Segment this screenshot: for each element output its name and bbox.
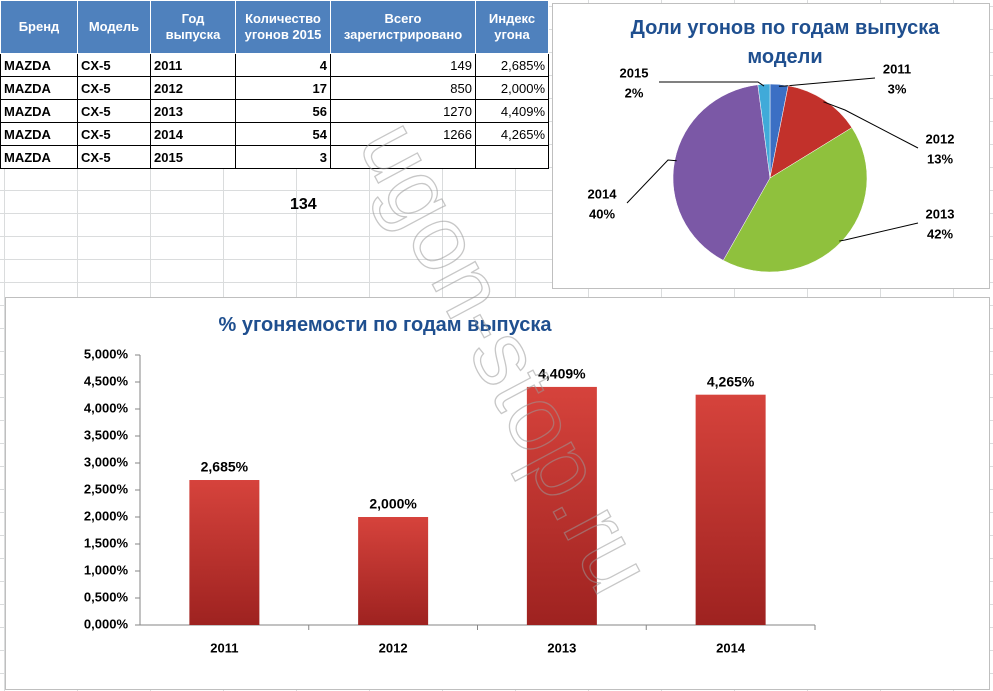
x-tick-label: 2011 — [210, 640, 238, 655]
table-cell: 149 — [330, 53, 476, 77]
slice-label: 42% — [927, 226, 953, 241]
table-cell: MAZDA — [0, 76, 78, 100]
y-tick-label: 0,000% — [84, 616, 129, 631]
y-tick-label: 2,000% — [84, 508, 129, 523]
table-row: MAZDA CX-5 2013 56 1270 4,409% — [0, 99, 549, 123]
slice-category: 2013 — [926, 206, 955, 221]
leader-line — [778, 77, 876, 87]
y-tick-label: 0,500% — [84, 589, 129, 604]
table-cell: MAZDA — [0, 99, 78, 123]
bar-label: 4,265% — [707, 373, 755, 389]
bar-title: % угоняемости по годам выпуска — [218, 314, 552, 336]
leader-line — [659, 81, 765, 87]
table-cell: 3 — [235, 145, 331, 169]
slice-label: 40% — [589, 206, 615, 221]
y-tick-label: 3,500% — [84, 427, 129, 442]
table-cell: 2012 — [150, 76, 236, 100]
header-cell: Бренд — [0, 0, 78, 54]
slice-category: 2011 — [883, 61, 911, 76]
data-table: Бренд Модель Год выпуска Количество угонов … — [0, 0, 549, 169]
bar — [526, 386, 597, 625]
bar-label: 2,685% — [201, 459, 249, 475]
header-cell: Количество угонов 2015 — [235, 0, 331, 54]
table-cell: 2,685% — [475, 53, 549, 77]
x-tick-label: 2013 — [547, 640, 576, 655]
bar — [358, 517, 429, 625]
y-tick-label: 2,500% — [84, 481, 129, 496]
table-cell: CX-5 — [77, 76, 151, 100]
slice-category: 2014 — [588, 186, 618, 201]
y-tick-label: 4,500% — [84, 373, 129, 388]
leader-line — [823, 101, 919, 149]
leader-line — [839, 222, 919, 242]
header-cell: Всего зарегистрировано — [330, 0, 476, 54]
y-tick-label: 1,500% — [84, 535, 129, 550]
slice-label: 13% — [927, 151, 953, 166]
table-cell: MAZDA — [0, 145, 78, 169]
table-row: MAZDA CX-5 2011 4 149 2,685% — [0, 53, 549, 77]
table-cell — [475, 145, 549, 169]
pie-slice — [769, 85, 853, 179]
header-cell: Индекс угона — [475, 0, 549, 54]
table-cell — [330, 145, 476, 169]
slice-category: 2012 — [926, 131, 955, 146]
table-cell: CX-5 — [77, 122, 151, 146]
bar — [189, 480, 260, 625]
header-row: Бренд Модель Год выпуска Количество угонов … — [0, 0, 549, 54]
pie-title: Доли угонов по годам выпуска модели — [630, 17, 940, 68]
header-cell: Модель — [77, 0, 151, 54]
table-row: MAZDA CX-5 2014 54 1266 4,265% — [0, 122, 549, 146]
table-cell: 2011 — [150, 53, 236, 77]
y-tick-label: 5,000% — [84, 346, 129, 361]
pie-slice — [722, 127, 868, 273]
table-row: MAZDA CX-5 2015 3 — [0, 145, 549, 169]
slice-label: 3% — [888, 81, 907, 96]
y-tick-label: 4,000% — [84, 400, 129, 415]
x-tick-label: 2014 — [716, 640, 746, 655]
bar — [695, 394, 766, 625]
leader-line — [626, 159, 677, 204]
table-cell: MAZDA — [0, 53, 78, 77]
table-cell: 54 — [235, 122, 331, 146]
slice-category: 2015 — [620, 65, 649, 80]
y-tick-label: 3,000% — [84, 454, 129, 469]
bar-label: 4,409% — [538, 366, 586, 382]
table-cell: CX-5 — [77, 145, 151, 169]
y-tick-label: 1,000% — [84, 562, 129, 577]
slice-label: 2% — [625, 85, 644, 100]
x-tick-label: 2012 — [379, 640, 408, 655]
table-cell: 2015 — [150, 145, 236, 169]
table-cell: 4,265% — [475, 122, 549, 146]
table-cell: 1270 — [330, 99, 476, 123]
bar-label: 2,000% — [369, 496, 417, 512]
pie-slice — [757, 83, 771, 179]
total: 134 — [290, 196, 317, 213]
